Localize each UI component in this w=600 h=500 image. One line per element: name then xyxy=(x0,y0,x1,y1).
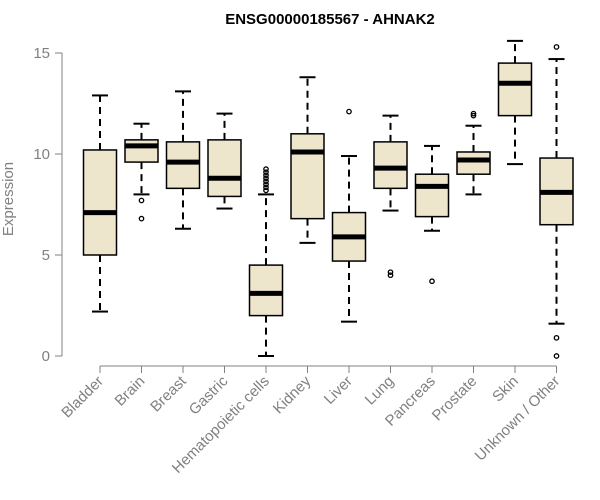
box-group xyxy=(207,112,242,210)
iqr-box xyxy=(414,173,450,218)
box-group xyxy=(248,166,284,357)
chart-title: ENSG00000185567 - AHNAK2 xyxy=(225,11,435,28)
box-group xyxy=(414,144,450,285)
box-group xyxy=(373,114,408,279)
outlier-point xyxy=(263,172,269,179)
outlier-point xyxy=(553,353,560,359)
box-series xyxy=(82,39,574,359)
iqr-box xyxy=(290,133,325,220)
iqr-box xyxy=(165,141,201,190)
outlier-point xyxy=(553,44,560,50)
outlier-point xyxy=(263,184,269,191)
y-tick-label: 5 xyxy=(42,247,50,264)
outlier-point xyxy=(263,178,269,185)
y-axis: 0 5 10 15 xyxy=(33,45,63,365)
x-tick-label: Breast xyxy=(147,372,190,415)
box-group xyxy=(456,110,491,196)
outlier-point xyxy=(263,175,269,182)
outlier-point xyxy=(429,278,435,285)
x-tick-label: Bladder xyxy=(58,373,107,422)
y-axis-label: Expression xyxy=(0,162,17,236)
box-group xyxy=(539,44,574,359)
iqr-box xyxy=(124,139,159,163)
iqr-box xyxy=(207,139,242,198)
box-group xyxy=(497,39,533,166)
box-group xyxy=(290,76,325,244)
box-group xyxy=(331,108,367,323)
box-group xyxy=(124,122,159,222)
x-tick-label: Liver xyxy=(321,373,356,408)
outlier-point xyxy=(263,181,269,188)
outlier-point xyxy=(553,334,560,341)
box-group xyxy=(165,90,201,230)
iqr-box xyxy=(497,62,533,117)
outlier-point xyxy=(470,110,477,117)
y-tick-label: 10 xyxy=(33,146,50,163)
outlier-point xyxy=(263,187,269,194)
x-tick-label: Prostate xyxy=(429,373,481,425)
iqr-box xyxy=(248,264,284,317)
outlier-point xyxy=(470,112,477,119)
outlier-point xyxy=(138,215,145,222)
outlier-point xyxy=(263,166,269,172)
iqr-box xyxy=(82,149,118,256)
box-group xyxy=(82,94,118,313)
x-tick-label: Kidney xyxy=(270,372,315,417)
y-tick-label: 0 xyxy=(42,348,50,365)
outlier-point xyxy=(387,272,394,279)
outlier-point xyxy=(138,197,145,204)
x-tick-label: Lung xyxy=(362,373,398,409)
outlier-point xyxy=(387,269,394,276)
outlier-point xyxy=(263,169,269,176)
iqr-box xyxy=(373,141,408,190)
x-tick-label: Skin xyxy=(489,373,522,406)
y-tick-label: 15 xyxy=(33,45,50,62)
x-tick-label: Brain xyxy=(112,373,149,410)
iqr-box xyxy=(456,151,491,175)
outlier-point xyxy=(346,108,352,115)
